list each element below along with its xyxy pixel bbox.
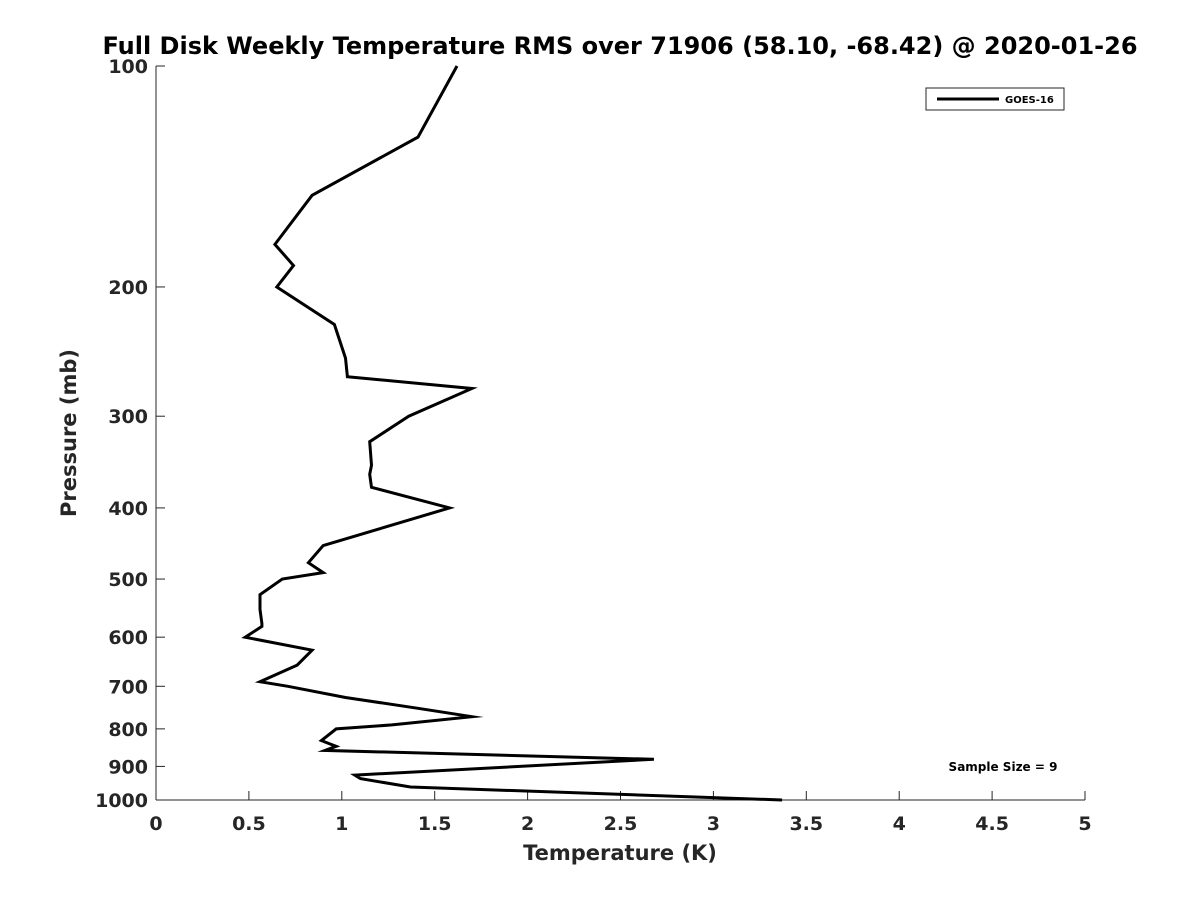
x-ticks: 0 0.5 1 1.5 2 2.5 3 3.5 4 4.5 5 xyxy=(149,791,1092,835)
x-tick-label: 4.5 xyxy=(975,813,1009,835)
y-tick-label: 100 xyxy=(108,56,148,78)
y-tick-label: 900 xyxy=(108,756,148,778)
x-tick-label: 2 xyxy=(521,813,534,835)
legend: GOES-16 xyxy=(925,87,1065,111)
x-tick-label: 5 xyxy=(1078,813,1091,835)
chart-title: Full Disk Weekly Temperature RMS over 71… xyxy=(102,32,1137,60)
y-tick-label: 700 xyxy=(108,676,148,698)
x-tick-label: 3 xyxy=(707,813,720,835)
y-axis-label: Pressure (mb) xyxy=(57,349,81,517)
y-tick-label: 600 xyxy=(108,627,148,649)
y-tick-label: 200 xyxy=(108,277,148,299)
x-tick-label: 2.5 xyxy=(604,813,638,835)
y-ticks: 100 200 300 400 500 600 700 800 900 1000 xyxy=(95,56,165,812)
y-tick-label: 500 xyxy=(108,569,148,591)
x-axis-label: Temperature (K) xyxy=(523,841,717,865)
x-tick-label: 4 xyxy=(893,813,906,835)
x-tick-label: 1 xyxy=(335,813,348,835)
y-tick-label: 400 xyxy=(108,498,148,520)
x-tick-label: 1.5 xyxy=(418,813,452,835)
x-tick-label: 3.5 xyxy=(789,813,823,835)
y-tick-label: 300 xyxy=(108,406,148,428)
x-tick-label: 0 xyxy=(149,813,162,835)
series-line-goes-16 xyxy=(241,65,783,802)
legend-entry-label: GOES-16 xyxy=(1005,95,1054,106)
y-tick-label: 800 xyxy=(108,719,148,741)
plot-area: 0 0.5 1 1.5 2 2.5 3 3.5 4 4.5 5 100 200 300 400 500 600… xyxy=(95,56,1092,835)
x-tick-label: 0.5 xyxy=(232,813,266,835)
y-tick-label: 1000 xyxy=(95,790,148,812)
sample-size-note: Sample Size = 9 xyxy=(949,760,1058,774)
